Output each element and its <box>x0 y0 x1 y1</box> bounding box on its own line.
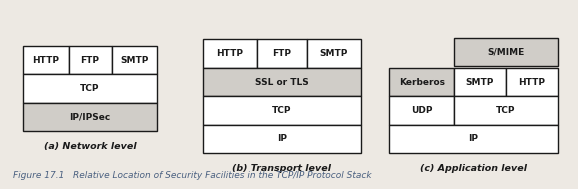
Bar <box>506 68 558 96</box>
Bar <box>389 68 454 96</box>
Text: SSL or TLS: SSL or TLS <box>255 78 309 87</box>
Bar <box>23 74 157 103</box>
Bar <box>307 40 361 68</box>
Text: S/MIME: S/MIME <box>487 47 525 56</box>
Text: Kerberos: Kerberos <box>399 78 444 87</box>
Text: SMTP: SMTP <box>320 49 348 58</box>
Text: IP/IPSec: IP/IPSec <box>69 112 111 122</box>
Text: Figure 17.1   Relative Location of Security Facilities in the TCP/IP Protocol St: Figure 17.1 Relative Location of Securit… <box>13 171 372 180</box>
Text: HTTP: HTTP <box>32 56 59 65</box>
Bar <box>454 96 558 125</box>
Bar <box>23 46 69 74</box>
Bar <box>203 40 257 68</box>
Bar <box>203 68 361 96</box>
Text: FTP: FTP <box>272 49 291 58</box>
Text: SMTP: SMTP <box>120 56 149 65</box>
Text: HTTP: HTTP <box>216 49 243 58</box>
Text: UDP: UDP <box>411 106 432 115</box>
Bar <box>257 40 307 68</box>
Text: FTP: FTP <box>80 56 99 65</box>
Bar <box>69 46 112 74</box>
Text: SMTP: SMTP <box>466 78 494 87</box>
Text: TCP: TCP <box>497 106 516 115</box>
Bar <box>389 96 454 125</box>
Text: TCP: TCP <box>272 106 291 115</box>
Bar <box>203 96 361 125</box>
Bar <box>454 68 506 96</box>
Text: TCP: TCP <box>80 84 100 93</box>
Bar <box>454 38 558 66</box>
Bar <box>23 103 157 131</box>
Text: (a) Network level: (a) Network level <box>44 142 136 151</box>
Text: IP: IP <box>469 135 479 143</box>
Text: (b) Transport level: (b) Transport level <box>232 164 331 173</box>
Bar <box>389 125 558 153</box>
Text: (c) Application level: (c) Application level <box>420 164 527 173</box>
Bar <box>203 125 361 153</box>
Text: IP: IP <box>277 135 287 143</box>
Bar <box>112 46 157 74</box>
Text: HTTP: HTTP <box>518 78 546 87</box>
